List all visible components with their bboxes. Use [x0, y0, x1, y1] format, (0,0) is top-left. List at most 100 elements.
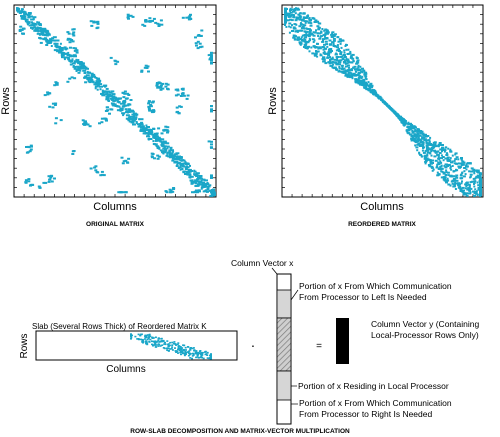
nonzero-entry: [476, 170, 479, 173]
nonzero-entry: [415, 146, 419, 149]
nonzero-entry: [310, 33, 314, 36]
nonzero-entry: [306, 20, 309, 23]
nonzero-entry: [127, 94, 131, 96]
nonzero-entry: [23, 13, 28, 15]
nonzero-entry: [19, 25, 23, 28]
nonzero-entry: [157, 339, 160, 342]
nonzero-entry: [207, 54, 211, 57]
nonzero-entry: [312, 41, 315, 43]
nonzero-entry: [356, 74, 360, 77]
nonzero-entry: [128, 117, 132, 119]
nonzero-entry: [359, 83, 363, 86]
nonzero-entry: [193, 170, 196, 173]
nonzero-entry: [291, 30, 294, 32]
nonzero-entry: [317, 27, 320, 30]
nonzero-entry: [160, 132, 164, 135]
nonzero-entry: [157, 25, 161, 27]
nonzero-entry: [359, 80, 362, 83]
nonzero-entry: [169, 348, 172, 350]
nonzero-entry: [71, 40, 75, 43]
nonzero-entry: [140, 69, 144, 72]
column-vector-x: Column Vector x Portion of x From Which …: [231, 258, 452, 425]
nonzero-entry: [314, 52, 318, 55]
nonzero-entry: [284, 19, 286, 22]
nonzero-entry: [126, 104, 130, 107]
nonzero-entry: [327, 54, 331, 57]
nonzero-entry: [358, 68, 361, 71]
nonzero-entry: [335, 49, 338, 52]
nonzero-entry: [48, 178, 52, 181]
nonzero-entry: [186, 94, 190, 97]
nonzero-entry: [441, 150, 443, 153]
nonzero-entry: [186, 346, 189, 348]
nonzero-entry: [438, 167, 442, 170]
nonzero-entry: [408, 128, 412, 130]
nonzero-entry: [393, 111, 396, 114]
nonzero-entry: [173, 343, 176, 345]
nonzero-entry: [345, 43, 347, 46]
nonzero-entry: [38, 186, 42, 189]
nonzero-entry: [60, 47, 64, 50]
nonzero-entry: [174, 88, 178, 91]
nonzero-entry: [332, 45, 336, 47]
nonzero-entry: [63, 52, 68, 55]
nonzero-entry: [137, 125, 142, 128]
nonzero-entry: [160, 138, 165, 141]
nonzero-entry: [308, 31, 312, 34]
nonzero-entry: [358, 76, 361, 79]
nonzero-entry: [447, 174, 450, 177]
nonzero-entry: [428, 165, 432, 168]
nonzero-entry: [105, 119, 108, 122]
nonzero-entry: [171, 341, 174, 344]
nonzero-entry: [187, 351, 190, 353]
nonzero-entry: [199, 35, 203, 37]
nonzero-entry: [100, 170, 104, 173]
nonzero-entry: [308, 37, 311, 40]
nonzero-entry: [122, 100, 126, 103]
nonzero-entry: [118, 101, 121, 104]
nonzero-entry: [453, 177, 457, 180]
nonzero-entry: [457, 165, 461, 168]
nonzero-entry: [161, 151, 165, 154]
nonzero-entry: [473, 172, 476, 175]
nonzero-entry: [462, 192, 465, 195]
nonzero-entry: [329, 48, 333, 50]
nonzero-entry: [174, 94, 178, 97]
nonzero-entry: [148, 336, 151, 339]
nonzero-entry: [171, 190, 175, 193]
nonzero-entry: [419, 141, 423, 144]
nonzero-entry: [161, 82, 165, 85]
nonzero-entry: [328, 39, 332, 42]
nonzero-entry: [324, 37, 327, 40]
nonzero-entry: [125, 114, 130, 117]
nonzero-entry: [58, 47, 61, 50]
nonzero-entry: [416, 128, 420, 131]
nonzero-entry: [29, 148, 33, 151]
nonzero-entry: [323, 58, 326, 61]
nonzero-entry: [144, 127, 147, 130]
nonzero-entry: [130, 335, 132, 338]
nonzero-entry: [210, 105, 213, 108]
nonzero-entry: [169, 154, 174, 157]
nonzero-entry: [164, 343, 167, 346]
nonzero-entry: [367, 88, 371, 91]
nonzero-entry: [189, 13, 192, 16]
nonzero-entry: [303, 20, 307, 23]
nonzero-entry: [130, 334, 132, 336]
nonzero-entry: [432, 168, 435, 171]
nonzero-entry: [414, 141, 418, 144]
nonzero-entry: [100, 173, 104, 176]
nonzero-entry: [44, 30, 48, 33]
nonzero-entry: [425, 149, 429, 151]
nonzero-entry: [384, 102, 388, 105]
nonzero-entry: [210, 189, 212, 192]
nonzero-entry: [449, 148, 452, 151]
nonzero-entry: [194, 42, 198, 45]
nonzero-entry: [141, 339, 144, 341]
nonzero-entry: [147, 337, 150, 340]
nonzero-entry: [440, 157, 443, 160]
nonzero-entry: [72, 65, 75, 67]
nonzero-entry: [437, 161, 440, 164]
nonzero-entry: [121, 162, 125, 165]
nonzero-entry: [359, 68, 362, 71]
